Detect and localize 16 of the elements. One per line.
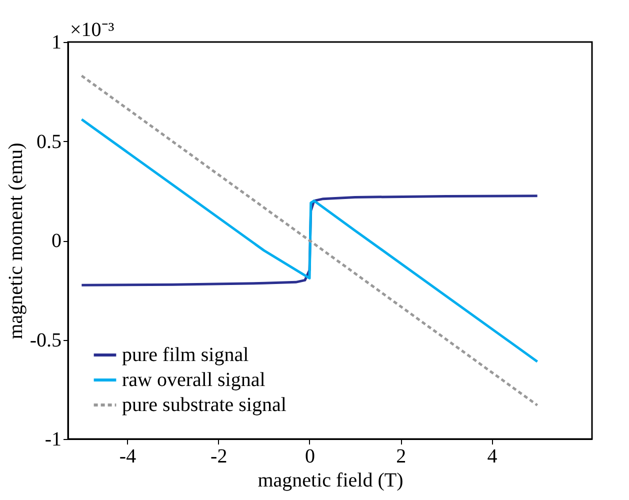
y-tick-label: 1 [52, 32, 62, 54]
y-axis-title: magnetic moment (emu) [4, 142, 27, 340]
x-tick-label: 2 [396, 446, 406, 468]
x-tick-label: -2 [210, 446, 228, 468]
legend-label: pure substrate signal [122, 394, 287, 416]
text: ×10⁻³ [70, 19, 114, 41]
legend-label: raw overall signal [122, 369, 266, 391]
x-axis-title: magnetic field (T) [258, 470, 404, 492]
y-tick-label: -0.5 [30, 329, 62, 352]
y-tick-label: -1 [44, 428, 62, 450]
y-tick-label: 0.5 [36, 130, 62, 153]
x-tick-label: 4 [487, 446, 498, 468]
y-tick-label: 0 [52, 230, 62, 252]
legend-label: pure film signal [122, 344, 250, 366]
x-tick-label: -4 [119, 446, 136, 468]
x-tick-label: 0 [304, 446, 315, 468]
